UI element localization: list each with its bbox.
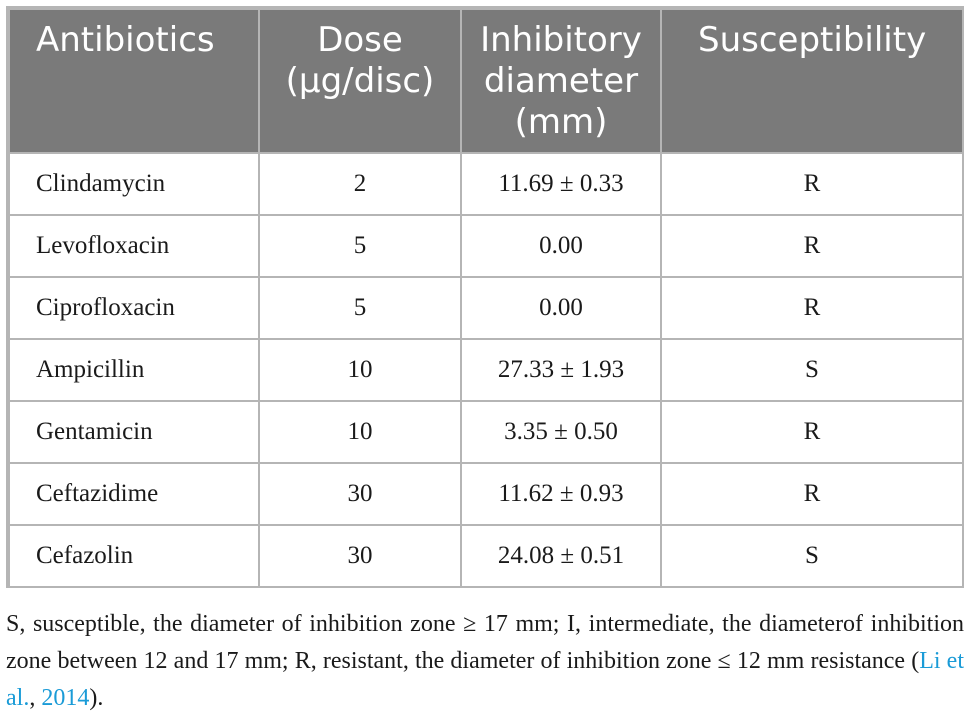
table-row: Ceftazidime 30 11.62 ± 0.93 R bbox=[8, 462, 964, 526]
table-row: Ciprofloxacin 5 0.00 R bbox=[8, 276, 964, 340]
cell-dose: 10 bbox=[258, 400, 462, 464]
cell-antibiotic: Clindamycin bbox=[8, 152, 260, 216]
cell-diameter: 0.00 bbox=[460, 214, 662, 278]
table-footnote: S, susceptible, the diameter of inhibiti… bbox=[6, 606, 964, 717]
cell-dose: 5 bbox=[258, 276, 462, 340]
cell-dose: 10 bbox=[258, 338, 462, 402]
cell-antibiotic: Ciprofloxacin bbox=[8, 276, 260, 340]
cell-diameter: 11.62 ± 0.93 bbox=[460, 462, 662, 526]
header-inhibitory-line3: (mm) bbox=[514, 102, 608, 142]
antibiotic-susceptibility-table: Antibiotics Dose (μg/disc) Inhibitory di… bbox=[8, 8, 964, 588]
table-row: Gentamicin 10 3.35 ± 0.50 R bbox=[8, 400, 964, 464]
header-inhibitory-diameter: Inhibitory diameter (mm) bbox=[460, 8, 662, 154]
cell-diameter: 0.00 bbox=[460, 276, 662, 340]
cell-antibiotic: Levofloxacin bbox=[8, 214, 260, 278]
cell-antibiotic: Ceftazidime bbox=[8, 462, 260, 526]
header-susceptibility: Susceptibility bbox=[660, 8, 964, 154]
antibiotic-susceptibility-table-container: Antibiotics Dose (μg/disc) Inhibitory di… bbox=[6, 6, 964, 588]
cell-dose: 5 bbox=[258, 214, 462, 278]
cell-diameter: 11.69 ± 0.33 bbox=[460, 152, 662, 216]
header-dose-line2: (μg/disc) bbox=[285, 61, 435, 101]
header-antibiotics: Antibiotics bbox=[8, 8, 260, 154]
cell-susceptibility: R bbox=[660, 214, 964, 278]
table-row: Clindamycin 2 11.69 ± 0.33 R bbox=[8, 152, 964, 216]
header-antibiotics-label: Antibiotics bbox=[36, 20, 215, 60]
cell-susceptibility: R bbox=[660, 152, 964, 216]
header-susceptibility-label: Susceptibility bbox=[698, 20, 927, 60]
header-inhibitory-line1: Inhibitory bbox=[480, 20, 642, 60]
citation-separator: , bbox=[29, 685, 42, 711]
cell-dose: 30 bbox=[258, 462, 462, 526]
table-row: Cefazolin 30 24.08 ± 0.51 S bbox=[8, 524, 964, 588]
table-header-row: Antibiotics Dose (μg/disc) Inhibitory di… bbox=[8, 8, 964, 154]
table-row: Levofloxacin 5 0.00 R bbox=[8, 214, 964, 278]
cell-susceptibility: S bbox=[660, 524, 964, 588]
header-inhibitory-line2: diameter bbox=[483, 61, 639, 101]
cell-diameter: 24.08 ± 0.51 bbox=[460, 524, 662, 588]
cell-diameter: 3.35 ± 0.50 bbox=[460, 400, 662, 464]
header-dose-line1: Dose bbox=[317, 20, 403, 60]
cell-susceptibility: R bbox=[660, 400, 964, 464]
footnote-text: S, susceptible, the diameter of inhibiti… bbox=[6, 611, 964, 674]
cell-dose: 2 bbox=[258, 152, 462, 216]
citation-author-link[interactable]: Li et al. bbox=[6, 648, 965, 711]
cell-susceptibility: R bbox=[660, 276, 964, 340]
header-dose: Dose (μg/disc) bbox=[258, 8, 462, 154]
citation-year-link[interactable]: 2014 bbox=[41, 685, 90, 711]
cell-diameter: 27.33 ± 1.93 bbox=[460, 338, 662, 402]
cell-antibiotic: Cefazolin bbox=[8, 524, 260, 588]
cell-susceptibility: S bbox=[660, 338, 964, 402]
table-row: Ampicillin 10 27.33 ± 1.93 S bbox=[8, 338, 964, 402]
footnote-end: ). bbox=[89, 685, 104, 711]
cell-susceptibility: R bbox=[660, 462, 964, 526]
cell-antibiotic: Ampicillin bbox=[8, 338, 260, 402]
cell-antibiotic: Gentamicin bbox=[8, 400, 260, 464]
cell-dose: 30 bbox=[258, 524, 462, 588]
